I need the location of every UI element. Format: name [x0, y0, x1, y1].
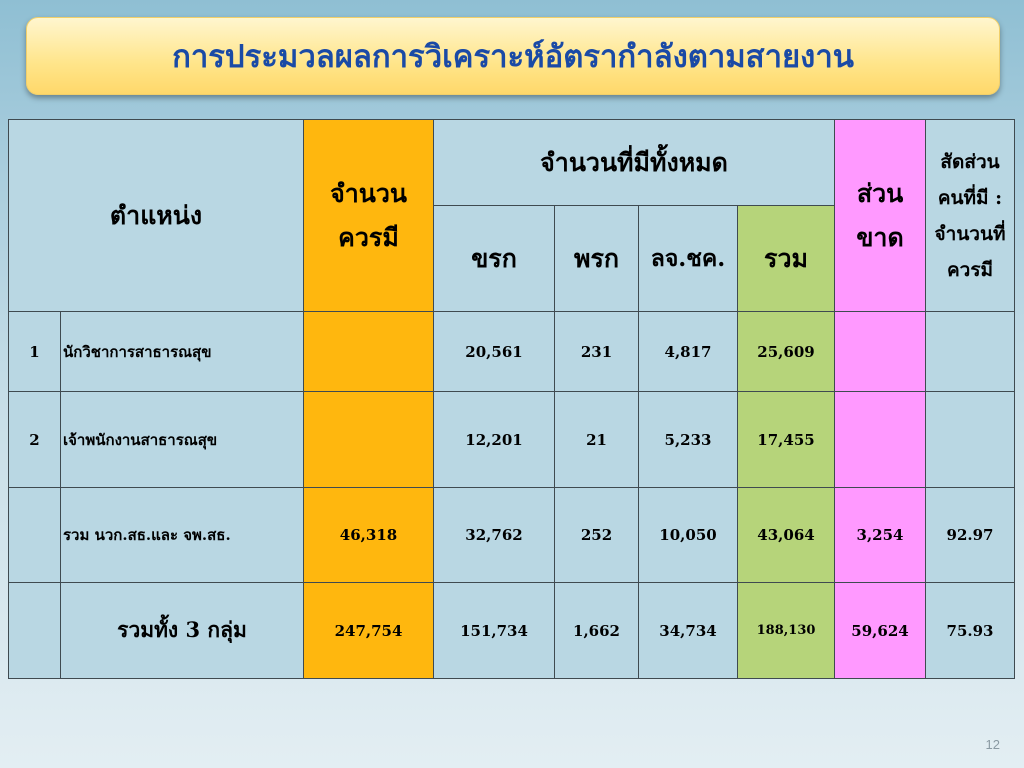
header-should-have-text: จำนวนควรมี: [330, 178, 407, 252]
cell-shortage: [834, 391, 927, 488]
cell-government-employee: 1,662: [554, 582, 640, 679]
slide-number: 12: [985, 737, 1000, 752]
header-civil-servant: ขรก: [433, 205, 556, 312]
cell-should-have: 46,318: [303, 487, 435, 583]
header-government-employee: พรก: [554, 205, 640, 312]
header-position: ตำแหน่ง: [7, 119, 305, 312]
cell-civil-servant: 151,734: [433, 582, 556, 679]
row-number: 2: [8, 391, 61, 488]
slide-title: การประมวลผลการวิเคราะห์อัตรากำลังตามสายง…: [172, 39, 854, 75]
cell-civil-servant: 32,762: [433, 487, 556, 583]
table-row: 1 นักวิชาการสาธารณสุข 20,561 231 4,817 2…: [8, 311, 1016, 392]
cell-total: 25,609: [737, 311, 836, 392]
cell-hired-staff: 10,050: [638, 487, 739, 583]
table-row: รวม นวก.สธ.และ จพ.สธ. 46,318 32,762 252 …: [8, 487, 1016, 583]
row-number: [8, 582, 61, 679]
row-number: [8, 487, 61, 583]
cell-ratio: 92.97: [925, 487, 1016, 583]
row-label: นักวิชาการสาธารณสุข: [59, 311, 305, 392]
cell-ratio: [925, 311, 1016, 392]
row-label: รวม นวก.สธ.และ จพ.สธ.: [59, 487, 305, 583]
header-shortage: ส่วนขาด: [834, 119, 927, 312]
cell-ratio: [925, 391, 1016, 488]
row-number: 1: [8, 311, 61, 392]
cell-shortage: [834, 311, 927, 392]
title-banner: การประมวลผลการวิเคราะห์อัตรากำลังตามสายง…: [26, 17, 1000, 95]
cell-hired-staff: 34,734: [638, 582, 739, 679]
cell-civil-servant: 20,561: [433, 311, 556, 392]
cell-government-employee: 252: [554, 487, 640, 583]
cell-shortage: 3,254: [834, 487, 927, 583]
row-label: เจ้าพนักงานสาธารณสุข: [59, 391, 305, 488]
workforce-table: ตำแหน่ง จำนวนควรมี จำนวนที่มีทั้งหมด ส่ว…: [7, 119, 1016, 679]
cell-should-have: [303, 391, 435, 488]
header-shortage-text: ส่วนขาด: [856, 178, 904, 252]
cell-shortage: 59,624: [834, 582, 927, 679]
cell-hired-staff: 5,233: [638, 391, 739, 488]
cell-civil-servant: 12,201: [433, 391, 556, 488]
cell-total: 43,064: [737, 487, 836, 583]
cell-ratio: 75.93: [925, 582, 1016, 679]
cell-should-have: 247,754: [303, 582, 435, 679]
header-hired-staff: ลจ.ชค.: [638, 205, 739, 312]
header-ratio-text: สัดส่วนคนที่มี : จำนวนที่ควรมี: [934, 150, 1006, 281]
header-total-existing: จำนวนที่มีทั้งหมด: [433, 119, 836, 206]
cell-government-employee: 21: [554, 391, 640, 488]
cell-government-employee: 231: [554, 311, 640, 392]
cell-hired-staff: 4,817: [638, 311, 739, 392]
header-ratio: สัดส่วนคนที่มี : จำนวนที่ควรมี: [925, 119, 1016, 312]
header-total: รวม: [737, 205, 836, 312]
table-row: รวมทั้ง 3 กลุ่ม 247,754 151,734 1,662 34…: [8, 582, 1016, 679]
cell-should-have: [303, 311, 435, 392]
header-should-have: จำนวนควรมี: [303, 119, 435, 312]
cell-total: 188,130: [737, 582, 836, 679]
cell-total: 17,455: [737, 391, 836, 488]
row-label: รวมทั้ง 3 กลุ่ม: [59, 582, 305, 679]
table-row: 2 เจ้าพนักงานสาธารณสุข 12,201 21 5,233 1…: [8, 391, 1016, 488]
